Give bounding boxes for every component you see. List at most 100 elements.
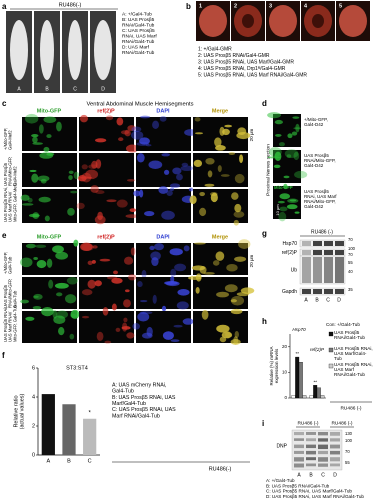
- signal: [139, 115, 151, 119]
- signal: [125, 144, 139, 153]
- signal: [129, 208, 137, 213]
- panel-label: e: [2, 231, 7, 240]
- label: UAS Prosβ5: [304, 153, 329, 158]
- label: Relative ratio: [13, 395, 19, 427]
- signal: [131, 126, 142, 132]
- signal: [193, 242, 206, 245]
- label: Merge: [212, 108, 228, 114]
- signal: [234, 173, 245, 184]
- signal: [113, 270, 119, 275]
- signal: [233, 219, 239, 226]
- signal: [188, 187, 194, 192]
- signal: [21, 203, 34, 206]
- label: 5: [339, 3, 342, 9]
- band: [306, 438, 316, 442]
- bar: [309, 395, 314, 399]
- signal: [267, 112, 281, 119]
- signal: [170, 268, 177, 277]
- bar: [83, 418, 97, 455]
- signal: [199, 191, 205, 197]
- label: 55: [345, 460, 350, 465]
- signal: [174, 263, 187, 272]
- signal: [149, 245, 155, 251]
- label: 20 μm: [249, 254, 254, 267]
- legend-entry: UAS Prosβ5 RNAi, UAS Marf RNAi/Gal4-Tub: [334, 362, 373, 377]
- signal: [97, 211, 103, 221]
- label: Hsp70: [283, 241, 298, 247]
- band: [330, 438, 340, 442]
- band: [330, 450, 340, 455]
- signal: [36, 260, 47, 269]
- signal: [92, 245, 98, 249]
- band: [302, 289, 311, 294]
- label: A: UAS mCherry RNAi,: [112, 382, 166, 388]
- y-tick-label: 0: [32, 452, 35, 458]
- larva: [94, 20, 112, 80]
- signal: [279, 206, 288, 212]
- signal: [165, 281, 180, 287]
- label: D: UAS Prosβ5 RNAi, UAS Marf RNAi/Gal4-T…: [266, 494, 364, 499]
- signal: [32, 306, 42, 310]
- signal: [125, 289, 130, 293]
- label: C: [321, 472, 325, 478]
- signal: [231, 192, 239, 200]
- label: DNP: [276, 443, 287, 449]
- micrograph: [136, 243, 191, 275]
- signal: [139, 299, 148, 303]
- signal: [116, 199, 128, 208]
- signal: [234, 330, 239, 339]
- signal: [293, 127, 302, 130]
- signal: [41, 306, 54, 317]
- signal: [31, 133, 39, 138]
- label: D: UAS Marf: [122, 44, 150, 50]
- signal: [207, 170, 213, 178]
- panel-label: h: [262, 317, 267, 326]
- signal: [133, 190, 141, 197]
- label: Mito-GFP: [274, 185, 293, 190]
- signal: [115, 327, 121, 332]
- signal: [215, 144, 226, 151]
- label: 70: [348, 252, 353, 257]
- signal: [81, 172, 92, 183]
- signal: [141, 269, 147, 279]
- label: C: [326, 297, 330, 303]
- signal: [31, 173, 39, 183]
- signal: [64, 294, 77, 304]
- micrograph: [136, 189, 191, 223]
- signal: [87, 279, 96, 289]
- signal: [215, 251, 225, 261]
- label: B: UAS Prosβ5 RNAi, UAS: [112, 395, 176, 401]
- label: 35: [348, 287, 353, 292]
- larva: [10, 20, 28, 80]
- signal: [24, 113, 39, 124]
- label: B: [309, 472, 313, 478]
- signal: [131, 130, 144, 140]
- signal: [95, 159, 102, 169]
- signal: [216, 291, 229, 298]
- signal: [123, 299, 131, 308]
- signal: [33, 293, 43, 300]
- signal: [224, 124, 232, 128]
- signal: [66, 277, 78, 285]
- signal: [130, 247, 136, 256]
- band: [294, 432, 304, 436]
- band: [302, 241, 311, 246]
- signal: [126, 178, 136, 182]
- signal: [212, 260, 220, 266]
- signal: [79, 114, 89, 123]
- label: RU486(-): [59, 2, 82, 8]
- band: [313, 250, 322, 255]
- signal: [286, 154, 292, 158]
- signal: [204, 183, 215, 187]
- signal: [44, 215, 50, 222]
- signal: [274, 119, 283, 125]
- label: C: [73, 86, 77, 92]
- signal: [194, 132, 204, 135]
- band: [294, 444, 304, 449]
- label: 3: [269, 3, 272, 9]
- signal: [210, 192, 218, 203]
- panel-label: f: [2, 351, 5, 360]
- label: D: [337, 297, 341, 303]
- label: expression levels: [274, 348, 279, 383]
- signal: [81, 164, 88, 170]
